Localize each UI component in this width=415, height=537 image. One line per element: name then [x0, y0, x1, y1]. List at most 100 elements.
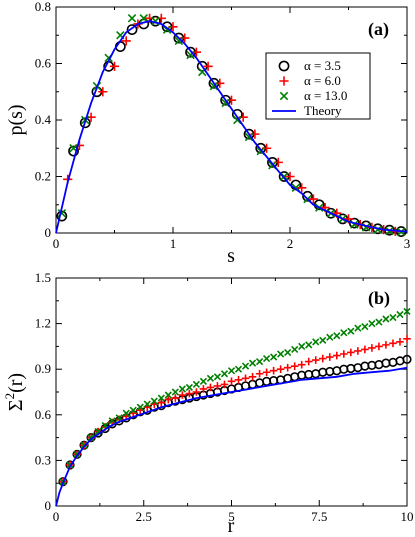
- panel-b-1-series-6-0-point: [354, 347, 362, 355]
- panel-b-1-series-13-0-point: [312, 338, 320, 346]
- panel-b-1-series-6-0-point: [227, 377, 236, 386]
- panel-b-1-series-13-0-point: [171, 388, 179, 396]
- panel-a-0-series-6-0-point: [308, 194, 318, 204]
- panel-a-0-series-3-5-point: [79, 117, 91, 129]
- panel-b-1-series-theory: [55, 366, 408, 507]
- panel-b-1-series-13-0-point: [382, 315, 390, 323]
- panel-a-0-series-6-0-point: [121, 36, 131, 46]
- panel-b-1-series-13-0-point: [220, 370, 229, 378]
- panel-b-1-series-13-0-point: [255, 357, 264, 366]
- panel-b-1-series-13-0-point: [199, 377, 208, 385]
- panel-b-1-series-13-0-point: [108, 417, 116, 425]
- panel-b-1-series-6-0-point: [199, 385, 208, 393]
- panel-a-0-series-6-0-point: [203, 61, 213, 71]
- panel-b-1-series-6-0-point: [333, 351, 341, 360]
- panel-a-0-series-6-0-point: [285, 171, 295, 182]
- panel-b-1-series-6-0-point: [185, 389, 194, 398]
- panel-a-0-series-6-0: [63, 13, 400, 236]
- panel-b: 0 2.5 5 7.5 10 0 0.3 0.6 0.9 1.2 1.5 (b) r Σ2(r): [2, 270, 414, 537]
- panel-a-frame: [55, 6, 408, 234]
- panel-b-1-x-tick-label: 2.5: [136, 509, 152, 524]
- panel-b-1-y-tick-label: 0.9: [35, 361, 51, 376]
- panel-b-1-x-tick-label: 5: [228, 509, 235, 524]
- panel-b-1-x-tick-label: 10: [401, 509, 414, 524]
- panel-b-1-series-13-0-point: [164, 391, 172, 399]
- panel-a-0-series-3-5: [56, 15, 407, 237]
- panel-b-1-series-13-0-point: [80, 441, 88, 449]
- panel-b-1-series-13-0-point: [361, 323, 369, 331]
- y-label-superscript: 2: [2, 393, 17, 400]
- panel-b-1-series-13-0-point: [319, 336, 327, 344]
- panel-a-0-series-3-5-point: [302, 190, 313, 202]
- panel-b-1-series-6-0-point: [220, 380, 229, 389]
- panel-b-1-series-6-0-point: [234, 376, 243, 384]
- panel-b-x-axis-label: r: [228, 515, 235, 537]
- panel-a-0-series-13-0: [57, 14, 406, 237]
- panel-b-1-series-6-0-point: [290, 362, 299, 370]
- legend-entry-1: α = 6.0: [279, 73, 341, 88]
- panel-b-1-series-13-0-point: [150, 397, 158, 405]
- panel-a-0-x-tick-label: 0: [53, 236, 60, 251]
- panel-b-1-series-6-0-point: [269, 366, 278, 375]
- panel-b-1-series-6-0-point: [340, 350, 348, 358]
- panel-b-1-series-13-0-point: [354, 324, 362, 332]
- panel-b-1-series-13-0-point: [389, 313, 397, 322]
- panel-a-0-series-3-5-point: [126, 24, 138, 35]
- panel-b-1-series-13-0-point: [368, 319, 376, 328]
- panel-b-1-series-13-0: [59, 307, 411, 486]
- panel-b-1-series-6-0-point: [347, 348, 355, 357]
- legend-label: α = 3.5: [304, 58, 341, 73]
- legend-label: α = 13.0: [304, 88, 347, 103]
- y-label-tail: (r): [5, 373, 27, 393]
- panel-b-1-series-13-0-point: [213, 373, 222, 381]
- panel-a-0-series-theory-line: [55, 20, 408, 234]
- panel-b-1-series-6-0-point: [262, 368, 271, 377]
- legend-marker-swatch: [278, 60, 290, 72]
- panel-b-1-series-13-0-point: [403, 307, 411, 316]
- panel-b-1-series-6-0-point: [157, 398, 166, 407]
- legend-entry-2: α = 13.0: [279, 88, 347, 103]
- panel-a-0-x-tick-label: 1: [170, 236, 177, 251]
- panel-b-1-series-6-0-point: [297, 360, 306, 369]
- panel-a-0-y-tick-label: 0: [45, 225, 52, 240]
- panel-a-0-series-13-0-point: [139, 14, 148, 23]
- panel-a-0-y-tick-label: 0.4: [35, 112, 52, 127]
- panel-b-1-y-tick-label: 0: [45, 498, 52, 513]
- panel-b-1-series-6-0-point: [255, 369, 264, 378]
- panel-b-1-y-tick-label: 0.6: [35, 407, 52, 422]
- panel-b-1-series-13-0-point: [178, 385, 186, 393]
- panel-b-1-series-13-0-point: [277, 350, 285, 358]
- legend-label: α = 6.0: [304, 73, 341, 88]
- panel-a-0-series-3-5-point: [348, 217, 360, 229]
- panel-b-1-series-6-0-point: [318, 354, 327, 363]
- panel-b-1-series-13-0-point: [87, 433, 95, 442]
- legend-marker-swatch: [279, 76, 289, 86]
- panel-a-0-series-13-0-point: [244, 132, 254, 142]
- panel-b-1-y-tick-label: 1.5: [35, 270, 51, 285]
- panel-b-1-series-13-0-point: [136, 403, 144, 411]
- panel-a-0-x-tick-label: 3: [404, 236, 411, 251]
- panel-b-1-series-6-0-point: [403, 335, 411, 343]
- panel-b-1-series-13-0-point: [262, 354, 271, 363]
- panel-a-0-series-3-5-point: [68, 145, 79, 157]
- panel-a-x-axis-label: s: [227, 245, 235, 267]
- panel-b-1-series-13-0-point: [326, 333, 334, 341]
- panel-a-0-series-13-0-point: [221, 98, 230, 108]
- panel-b-1-series-3-5-point: [402, 354, 412, 364]
- panel-a-0-series-theory: [55, 20, 408, 234]
- panel-a: 0 1 2 300.20.40.60.8 (a) s p(s) α = 3.5α = …: [5, 0, 410, 267]
- panel-b-1-series-6-0-point: [171, 394, 180, 402]
- panel-b-1-series-6-0-point: [206, 383, 215, 392]
- panel-b-1-series-6-0-point: [382, 341, 390, 349]
- panel-b-1-series-6-0-point: [192, 388, 201, 396]
- panel-b-1-series-6-0-point: [368, 344, 376, 352]
- panel-b-1-series-13-0-point: [192, 380, 201, 389]
- y-label-sigma: Σ: [5, 399, 27, 411]
- panel-a-label: (a): [368, 19, 389, 40]
- panel-b-1-series-6-0-point: [311, 356, 320, 364]
- panel-b-1-series-13-0-point: [305, 341, 313, 349]
- panel-b-1-series-6-0-point: [325, 353, 334, 361]
- panel-b-1-series-13-0-point: [122, 409, 130, 417]
- panel-b-1-series-6-0: [59, 335, 411, 486]
